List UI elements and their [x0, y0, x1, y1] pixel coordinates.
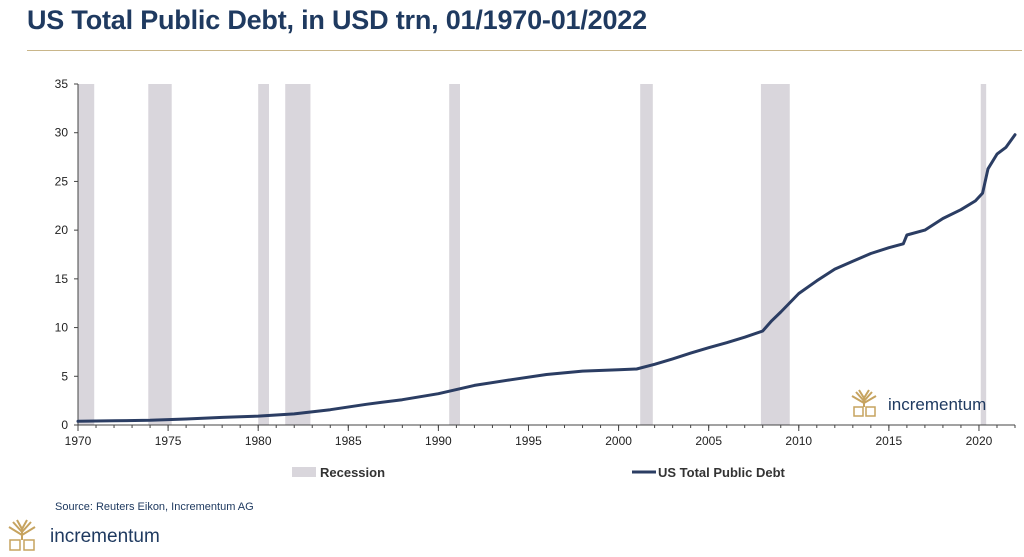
incrementum-logo	[851, 389, 877, 417]
y-tick-label: 5	[61, 369, 68, 383]
y-tick-label: 10	[55, 321, 69, 335]
x-tick-label: 2015	[876, 434, 903, 448]
y-tick-label: 25	[55, 174, 69, 188]
recession-band	[760, 84, 790, 425]
x-tick-label: 1990	[425, 434, 452, 448]
y-tick-label: 30	[55, 126, 69, 140]
y-tick-label: 0	[61, 418, 68, 432]
brand-wordmark: incrementum	[888, 395, 986, 414]
x-tick-label: 2010	[785, 434, 812, 448]
x-tick-label: 1985	[335, 434, 362, 448]
y-tick-label: 20	[55, 223, 69, 237]
recession-band	[980, 84, 987, 425]
series-line-us-total-public-debt	[76, 133, 1017, 423]
recession-bands	[78, 84, 987, 425]
x-tick-label: 1970	[65, 434, 92, 448]
x-tick-label: 2005	[695, 434, 722, 448]
x-tick-label: 1980	[245, 434, 272, 448]
footer-brand-wordmark: incrementum	[50, 526, 160, 547]
legend-recession-label: Recession	[320, 465, 385, 480]
recession-band	[78, 84, 95, 425]
legend-recession-swatch	[292, 467, 316, 477]
legend-debt-label: US Total Public Debt	[658, 465, 786, 480]
title-divider	[27, 50, 1022, 51]
x-tick-label: 1975	[155, 434, 182, 448]
recession-band	[640, 84, 653, 425]
chart: 0 5 10 15 20 25 30 35 1970 1975 1980 1985 1990 1995 20…	[55, 77, 1017, 480]
x-tick-label: 2020	[966, 434, 993, 448]
axes: 0 5 10 15 20 25 30 35 1970 1975 1980 1985 1990 1995 20…	[55, 77, 1016, 448]
recession-band	[258, 84, 270, 425]
y-tick-label: 35	[55, 77, 69, 91]
legend: Recession US Total Public Debt	[292, 465, 786, 480]
chart-title: US Total Public Debt, in USD trn, 01/197…	[27, 5, 647, 35]
source-note: Source: Reuters Eikon, Incrementum AG	[55, 501, 254, 513]
recession-band	[449, 84, 461, 425]
y-tick-label: 15	[55, 272, 69, 286]
x-tick-label: 2000	[605, 434, 632, 448]
recession-band	[148, 84, 172, 425]
x-tick-label: 1995	[515, 434, 542, 448]
series-layer	[76, 133, 1017, 423]
footer-logo-icon	[8, 519, 36, 551]
recession-band	[285, 84, 311, 425]
